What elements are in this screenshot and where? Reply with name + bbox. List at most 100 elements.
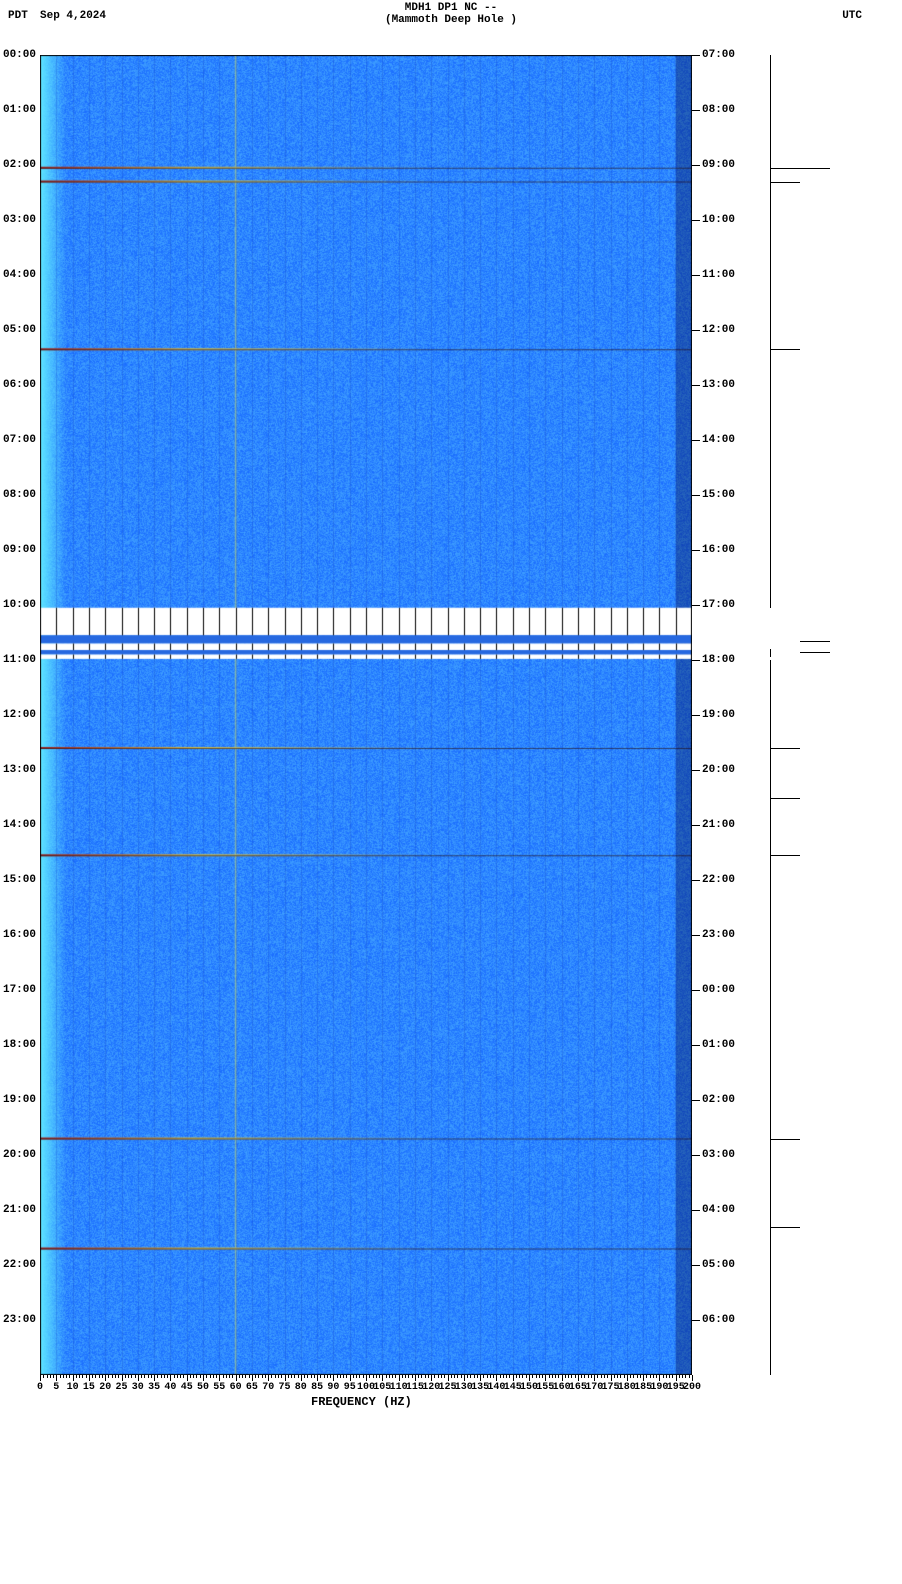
x-axis-tick: [73, 1375, 74, 1381]
x-axis-tick: [653, 1375, 654, 1378]
x-axis-tick: [330, 1375, 331, 1378]
right-tz-label: UTC: [842, 10, 862, 22]
x-axis-tick: [477, 1375, 478, 1378]
x-axis-tick: [454, 1375, 455, 1378]
x-axis-tick: [425, 1375, 426, 1378]
x-axis-label: 145: [504, 1382, 522, 1393]
x-axis-tick: [672, 1375, 673, 1378]
y-right-hour-label: 08:00: [702, 104, 735, 116]
x-axis-tick: [128, 1375, 129, 1378]
y-right-hour-label: 06:00: [702, 1314, 735, 1326]
y-right-tick: [692, 165, 700, 166]
x-axis-label: 80: [295, 1382, 307, 1393]
x-axis-tick: [493, 1375, 494, 1378]
y-left-hour-label: 06:00: [2, 379, 36, 391]
x-axis-tick: [245, 1375, 246, 1378]
x-axis-tick: [617, 1375, 618, 1378]
y-right-hour-label: 03:00: [702, 1149, 735, 1161]
x-axis-tick: [395, 1375, 396, 1378]
y-right-tick: [692, 935, 700, 936]
x-axis-tick: [597, 1375, 598, 1378]
x-axis-label: 95: [344, 1382, 356, 1393]
x-axis-tick: [307, 1375, 308, 1378]
y-right-tick: [692, 1210, 700, 1211]
x-axis-tick: [513, 1375, 514, 1381]
x-axis-tick: [682, 1375, 683, 1378]
x-axis-tick: [301, 1375, 302, 1381]
y-right-tick: [692, 825, 700, 826]
x-axis-tick: [112, 1375, 113, 1378]
x-axis-label: 0: [37, 1382, 43, 1393]
x-axis-title: FREQUENCY (HZ): [311, 1395, 412, 1409]
y-right-tick: [692, 1045, 700, 1046]
x-axis-tick: [50, 1375, 51, 1378]
x-axis-tick: [669, 1375, 670, 1378]
x-axis-tick: [487, 1375, 488, 1378]
x-axis-tick: [522, 1375, 523, 1378]
x-axis-tick: [448, 1375, 449, 1381]
x-axis-tick: [558, 1375, 559, 1378]
x-axis-tick: [650, 1375, 651, 1378]
spectrogram-plot: [40, 55, 692, 1375]
x-axis-tick: [236, 1375, 237, 1381]
x-axis-tick: [389, 1375, 390, 1378]
x-axis-label: 90: [327, 1382, 339, 1393]
y-right-tick: [692, 990, 700, 991]
x-axis-tick: [483, 1375, 484, 1378]
x-axis-tick: [467, 1375, 468, 1378]
spectrogram-canvas: [40, 55, 692, 1375]
x-axis-tick: [529, 1375, 530, 1381]
y-left-hour-label: 01:00: [2, 104, 36, 116]
x-axis-label: 5: [53, 1382, 59, 1393]
x-axis-tick: [63, 1375, 64, 1378]
x-axis-tick: [337, 1375, 338, 1378]
y-right-hour-label: 13:00: [702, 379, 735, 391]
x-axis-tick: [151, 1375, 152, 1378]
x-axis-tick: [268, 1375, 269, 1381]
y-left-hour-label: 10:00: [2, 599, 36, 611]
x-axis-tick: [643, 1375, 644, 1381]
x-axis-tick: [359, 1375, 360, 1378]
x-axis-tick: [363, 1375, 364, 1378]
station-id-label: MDH1 DP1 NC --: [0, 2, 902, 14]
x-axis-tick: [40, 1375, 41, 1381]
x-axis-tick: [552, 1375, 553, 1378]
x-axis-tick: [164, 1375, 165, 1378]
x-axis-tick: [138, 1375, 139, 1381]
y-left-hour-label: 05:00: [2, 324, 36, 336]
y-left-hour-label: 17:00: [2, 984, 36, 996]
y-right-hour-label: 23:00: [702, 929, 735, 941]
margin-event-tick: [770, 168, 800, 169]
x-axis-tick: [89, 1375, 90, 1381]
x-axis-tick: [60, 1375, 61, 1378]
y-left-hour-label: 12:00: [2, 709, 36, 721]
x-axis-tick: [288, 1375, 289, 1378]
margin-event-tick: [770, 1139, 800, 1140]
x-axis-tick: [607, 1375, 608, 1378]
x-axis-tick: [408, 1375, 409, 1378]
x-axis-label: 25: [116, 1382, 128, 1393]
x-axis-tick: [196, 1375, 197, 1378]
y-left-hour-label: 07:00: [2, 434, 36, 446]
y-right-tick: [692, 1155, 700, 1156]
x-axis-tick: [200, 1375, 201, 1378]
x-axis-tick: [428, 1375, 429, 1378]
y-right-tick: [692, 1100, 700, 1101]
x-axis-tick: [399, 1375, 400, 1381]
x-axis-tick: [219, 1375, 220, 1381]
x-axis-tick: [656, 1375, 657, 1378]
x-axis-tick: [659, 1375, 660, 1381]
x-axis-tick: [353, 1375, 354, 1378]
x-axis-tick: [594, 1375, 595, 1381]
x-axis-tick: [298, 1375, 299, 1378]
x-axis-tick: [82, 1375, 83, 1378]
x-axis-tick: [689, 1375, 690, 1378]
x-axis-tick: [549, 1375, 550, 1378]
y-left-hour-label: 11:00: [2, 654, 36, 666]
x-axis-tick: [415, 1375, 416, 1381]
x-axis-tick: [118, 1375, 119, 1378]
x-axis-tick: [581, 1375, 582, 1378]
x-axis-tick: [317, 1375, 318, 1381]
x-axis-tick: [611, 1375, 612, 1381]
x-axis-tick: [509, 1375, 510, 1378]
